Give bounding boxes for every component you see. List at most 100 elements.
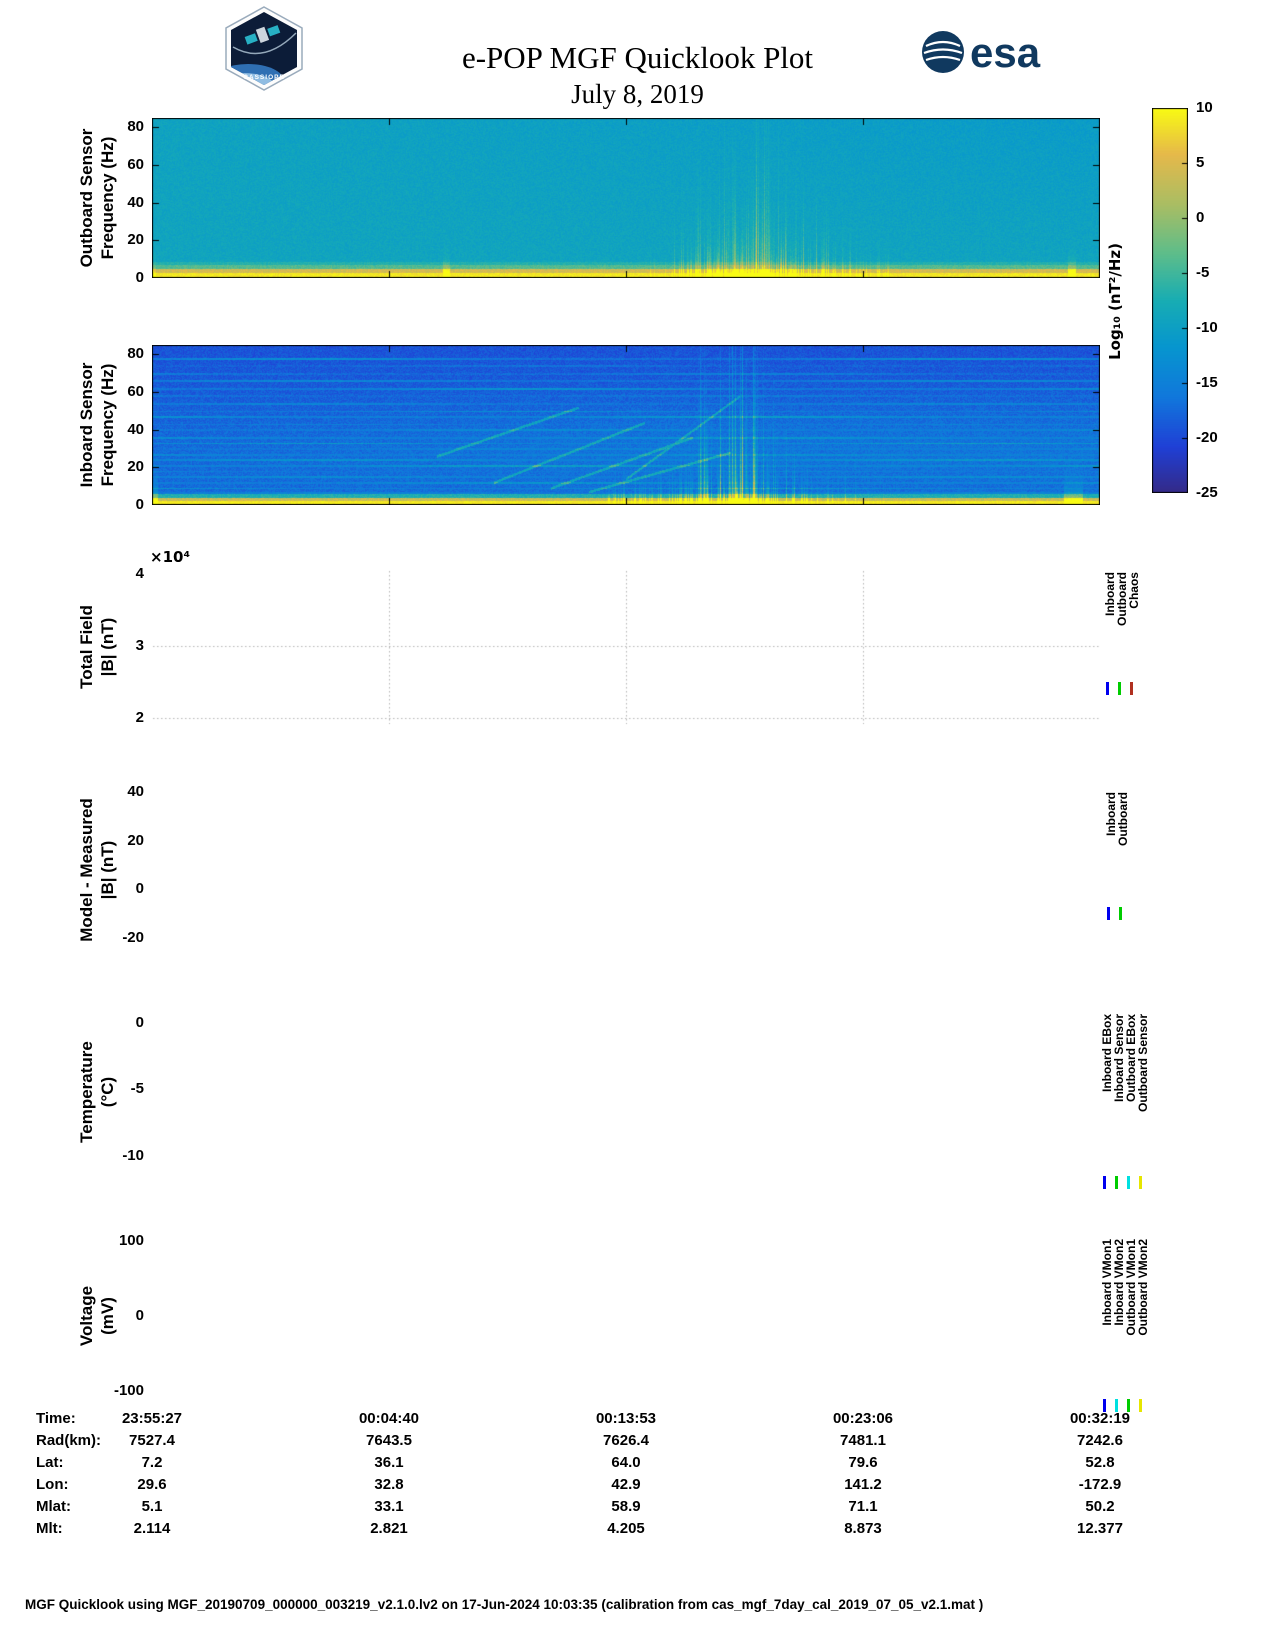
legend-mark-volt-outboard-vmon2 bbox=[1139, 1399, 1142, 1412]
table-cell: 00:13:53 bbox=[595, 1410, 657, 1427]
table-cell: 2.114 bbox=[133, 1520, 171, 1537]
y-tick-label: 100 bbox=[118, 1231, 144, 1249]
table-cell: 00:23:06 bbox=[832, 1410, 894, 1427]
y-tick-label: 60 bbox=[127, 156, 144, 174]
colorbar-tick-label: -20 bbox=[1196, 429, 1218, 446]
esa-logo: esa bbox=[922, 29, 1041, 76]
legend-mark-temp-outboard-ebox bbox=[1127, 1176, 1130, 1189]
y-tick-label: -10 bbox=[122, 1147, 144, 1164]
y-tick-label: 20 bbox=[127, 231, 144, 249]
table-row-label: Mlat: bbox=[36, 1498, 71, 1515]
y-tick-label: -20 bbox=[122, 928, 144, 946]
legend-label-totalfield-chaos: Chaos bbox=[1127, 572, 1141, 609]
cassiope-satellite bbox=[244, 25, 281, 45]
table-row-label: Rad(km): bbox=[36, 1432, 102, 1449]
y-axis-label-line: Model - Measured bbox=[77, 798, 96, 942]
table-cell: 7242.6 bbox=[1077, 1432, 1123, 1449]
y-axis-label-line: |B| (nT) bbox=[98, 840, 117, 900]
inboard-spectrogram-canvas bbox=[152, 345, 1100, 505]
y-tick-label: 2 bbox=[135, 708, 144, 726]
y-axis-exponent-label: ×10⁴ bbox=[150, 548, 191, 566]
legend-label-temp-outboard-sensor: Outboard Sensor bbox=[1136, 1014, 1150, 1113]
table-cell: 7626.4 bbox=[603, 1432, 649, 1449]
table-cell: 79.6 bbox=[848, 1454, 878, 1471]
y-tick-label: 0 bbox=[135, 880, 144, 898]
table-row-label: Time: bbox=[36, 1410, 76, 1427]
table-cell: 71.1 bbox=[848, 1498, 878, 1515]
y-tick-label: 40 bbox=[127, 420, 144, 438]
table-cell: 50.2 bbox=[1085, 1498, 1115, 1515]
y-tick-label: 80 bbox=[127, 345, 144, 363]
table-cell: 29.6 bbox=[137, 1476, 167, 1493]
table-cell: 23:55:27 bbox=[121, 1410, 183, 1427]
legend-mark-volt-inboard-vmon1 bbox=[1103, 1399, 1106, 1412]
y-tick-label: 0 bbox=[135, 269, 144, 286]
y-tick-label: 80 bbox=[127, 118, 144, 136]
esa-globe-lines bbox=[923, 40, 963, 62]
table-cell: 7527.4 bbox=[129, 1432, 175, 1449]
legend-mark-totalfield-outboard bbox=[1118, 682, 1121, 695]
table-row-label: Mlt: bbox=[36, 1520, 63, 1537]
temperature-canvas bbox=[152, 1012, 1100, 1172]
table-cell: 00:04:40 bbox=[358, 1410, 420, 1427]
colorbar-tick-label: 5 bbox=[1196, 154, 1205, 171]
colorbar-tick-label: 10 bbox=[1196, 99, 1213, 116]
legend-mark-totalfield-chaos bbox=[1130, 682, 1133, 695]
table-cell: 2.821 bbox=[370, 1520, 408, 1537]
legend-mark-model-outboard bbox=[1119, 907, 1122, 920]
table-cell: 64.0 bbox=[611, 1454, 641, 1471]
y-tick-label: 20 bbox=[127, 831, 144, 849]
legend-mark-temp-inboard-sensor bbox=[1115, 1176, 1118, 1189]
esa-wordmark: esa bbox=[970, 29, 1041, 76]
legend-mark-volt-inboard-vmon2 bbox=[1115, 1399, 1118, 1412]
legend-mark-totalfield-inboard bbox=[1106, 682, 1109, 695]
cassiope-wordmark: CASSIOPE bbox=[243, 74, 285, 81]
colorbar-tick-label: 0 bbox=[1196, 209, 1205, 226]
colorbar-canvas bbox=[1152, 108, 1188, 493]
legend-mark-temp-outboard-sensor bbox=[1139, 1176, 1142, 1189]
legend-mark-volt-outboard-vmon1 bbox=[1127, 1399, 1130, 1412]
y-tick-label: 4 bbox=[135, 564, 144, 582]
table-cell: -172.9 bbox=[1078, 1476, 1122, 1493]
colorbar-tick-label: -10 bbox=[1196, 319, 1218, 336]
y-tick-label: 0 bbox=[135, 1307, 144, 1324]
y-tick-label: 0 bbox=[135, 1013, 144, 1031]
y-tick-label: 0 bbox=[135, 496, 144, 513]
page-subtitle: July 8, 2019 bbox=[571, 79, 704, 109]
table-cell: 33.1 bbox=[374, 1498, 404, 1515]
cassiope-logo: CASSIOPE bbox=[225, 6, 303, 91]
page-title: e-POP MGF Quicklook Plot bbox=[461, 40, 814, 75]
total-field-canvas bbox=[152, 570, 1100, 725]
table-cell: 58.9 bbox=[611, 1498, 641, 1515]
table-row-label: Lon: bbox=[36, 1476, 69, 1493]
table-cell: 7481.1 bbox=[840, 1432, 886, 1449]
table-cell: 52.8 bbox=[1085, 1454, 1115, 1471]
table-cell: 8.873 bbox=[844, 1520, 882, 1537]
table-cell: 5.1 bbox=[141, 1498, 163, 1515]
legend-mark-model-inboard bbox=[1107, 907, 1110, 920]
esa-globe bbox=[922, 31, 964, 73]
outboard-spectrogram-canvas bbox=[152, 118, 1100, 278]
y-tick-label: 20 bbox=[127, 458, 144, 476]
table-cell: 7.2 bbox=[141, 1454, 163, 1471]
y-tick-label: 3 bbox=[135, 636, 144, 654]
table-cell: 00:32:19 bbox=[1069, 1410, 1131, 1427]
cassiope-orbit-swoosh bbox=[232, 32, 297, 55]
colorbar-tick-label: -15 bbox=[1196, 374, 1218, 391]
table-cell: 4.205 bbox=[607, 1520, 645, 1537]
legend-label-model-outboard: Outboard bbox=[1116, 792, 1130, 846]
y-tick-label: 40 bbox=[127, 193, 144, 211]
legend-label-volt-outboard-vmon2: Outboard VMon2 bbox=[1136, 1239, 1150, 1336]
y-tick-label: -5 bbox=[130, 1080, 144, 1098]
colorbar-tick-label: -25 bbox=[1196, 484, 1218, 501]
footer-caption: MGF Quicklook using MGF_20190709_000000_… bbox=[25, 1597, 984, 1612]
table-cell: 12.377 bbox=[1077, 1520, 1123, 1537]
voltage-canvas bbox=[152, 1237, 1100, 1395]
model-minus-measured-canvas bbox=[152, 790, 1100, 950]
colorbar-label: Log₁₀ (nT²/Hz) bbox=[1106, 243, 1124, 360]
table-row-label: Lat: bbox=[36, 1454, 64, 1471]
y-tick-label: 40 bbox=[127, 783, 144, 801]
y-tick-label: -100 bbox=[113, 1382, 144, 1400]
table-cell: 32.8 bbox=[374, 1476, 404, 1493]
y-tick-label: 60 bbox=[127, 383, 144, 401]
